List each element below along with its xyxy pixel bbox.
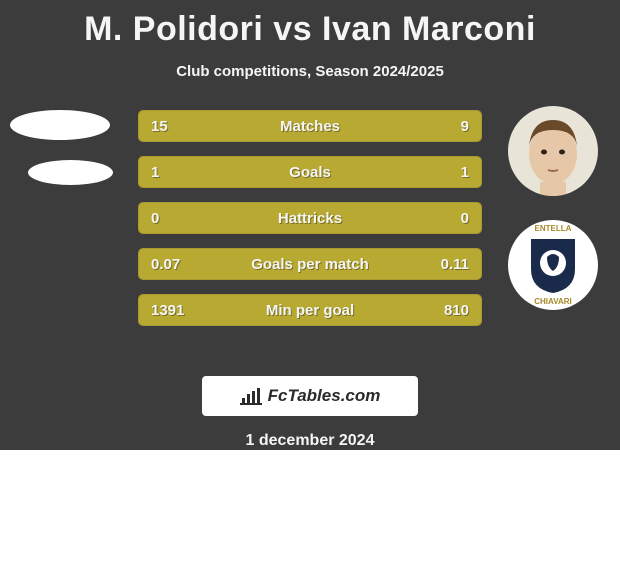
bar-left	[139, 111, 353, 141]
stat-row: Goals11	[138, 156, 482, 188]
bar-left	[139, 157, 310, 187]
stat-row: Min per goal1391810	[138, 294, 482, 326]
page-title: M. Polidori vs Ivan Marconi	[84, 10, 536, 49]
bar-right	[272, 249, 481, 279]
stat-rows: Matches159 Goals11 Hattricks00 Goals per ma…	[138, 110, 482, 326]
player-right-avatar	[508, 106, 598, 196]
crest-top-text: ENTELLA	[535, 224, 572, 233]
bar-left	[139, 203, 310, 233]
player-left-avatar	[10, 110, 110, 140]
shield-icon	[527, 235, 579, 295]
date-label: 1 december 2024	[246, 432, 375, 450]
bar-left	[139, 249, 272, 279]
comparison-card: M. Polidori vs Ivan Marconi Club competi…	[0, 0, 620, 450]
team-left-crest	[28, 160, 113, 185]
bar-right	[355, 295, 481, 325]
face-icon	[508, 106, 598, 196]
team-right-crest: ENTELLA CHIAVARI	[508, 220, 598, 310]
bar-right	[353, 111, 481, 141]
chart-area: ENTELLA CHIAVARI Matches159 Goals11 Hattri…	[0, 110, 620, 360]
stat-row: Hattricks00	[138, 202, 482, 234]
season-subtitle: Club competitions, Season 2024/2025	[176, 63, 444, 80]
stat-row: Matches159	[138, 110, 482, 142]
bar-right	[310, 203, 481, 233]
attribution-badge: FcTables.com	[202, 376, 418, 416]
attribution-text: FcTables.com	[268, 386, 381, 406]
crest-bottom-text: CHIAVARI	[534, 297, 571, 306]
bar-left	[139, 295, 355, 325]
bar-right	[310, 157, 481, 187]
stat-row: Goals per match0.070.11	[138, 248, 482, 280]
chart-icon	[240, 387, 262, 405]
